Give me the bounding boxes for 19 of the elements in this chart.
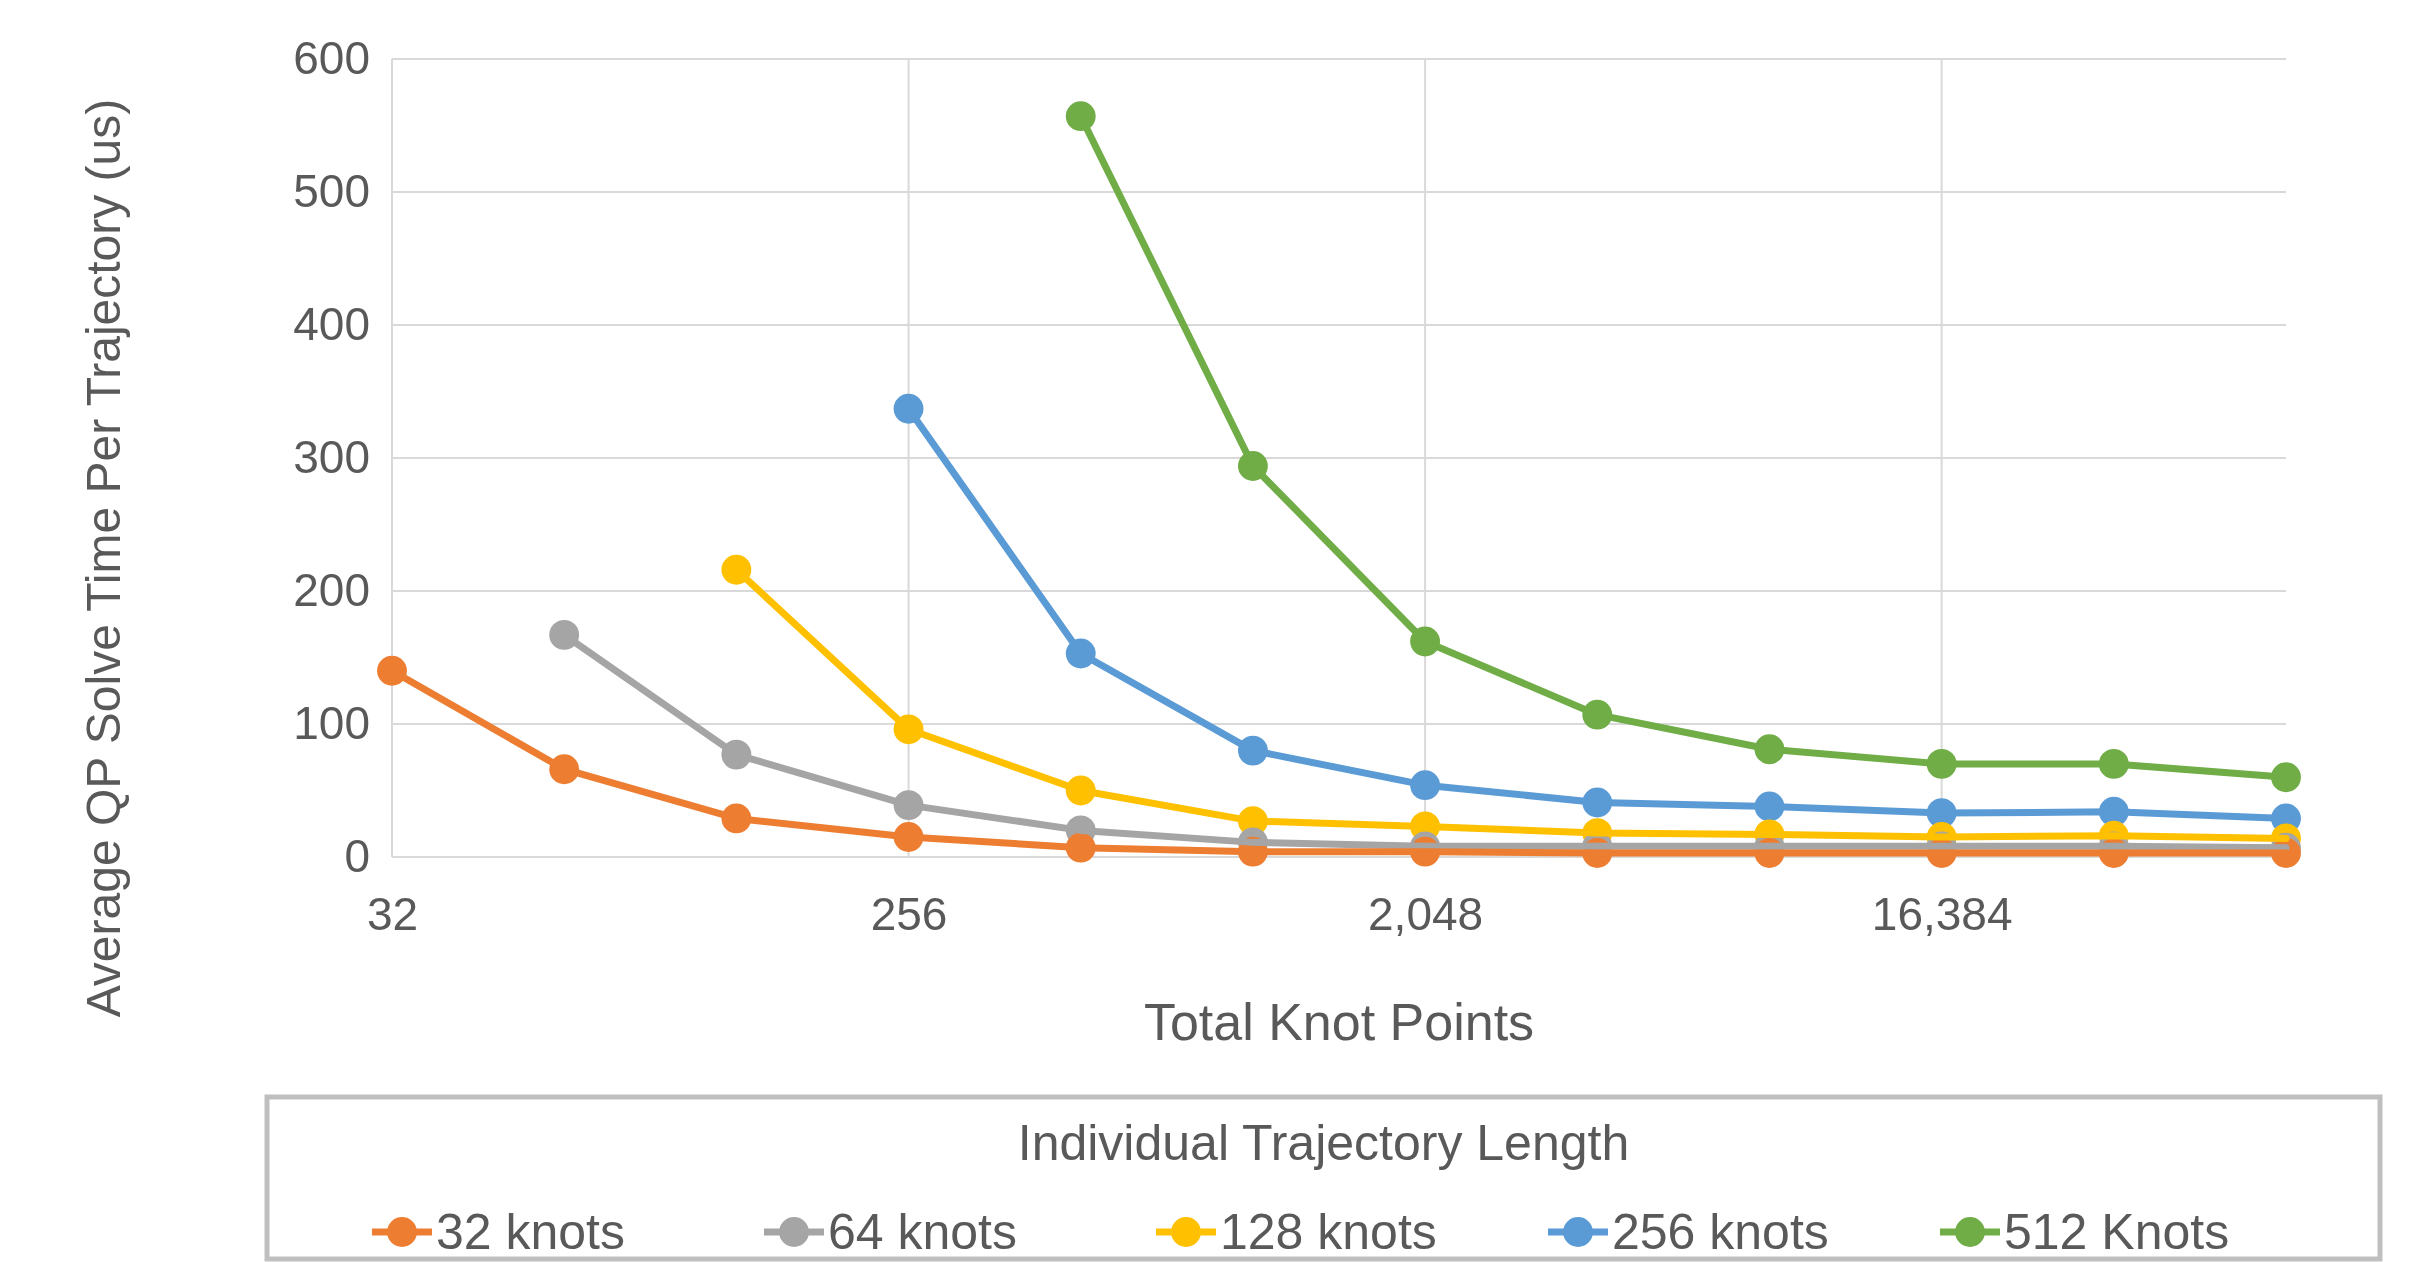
- legend-label: 64 knots: [828, 1204, 1018, 1260]
- legend-title: Individual Trajectory Length: [1017, 1115, 1630, 1171]
- y-tick-label: 100: [293, 697, 370, 750]
- x-tick-label: 16,384: [1871, 887, 2013, 940]
- y-tick-label: 500: [293, 165, 370, 218]
- y-tick-label: 400: [293, 298, 370, 351]
- legend-label: 128 knots: [1220, 1204, 1437, 1260]
- y-tick-label: 600: [293, 32, 370, 85]
- x-tick-label: 256: [870, 887, 948, 940]
- x-axis-title: Total Knot Points: [1143, 993, 1535, 1051]
- y-axis-title: Average QP Solve Time Per Trajectory (us): [77, 98, 130, 1018]
- legend-label: 512 Knots: [2004, 1204, 2230, 1260]
- x-tick-label: 32: [366, 887, 419, 940]
- legend-label: 32 knots: [436, 1204, 626, 1260]
- x-tick-label: 2,048: [1368, 887, 1484, 940]
- y-tick-label: 0: [344, 830, 370, 883]
- y-tick-label: 200: [293, 564, 370, 617]
- y-tick-label: 300: [293, 431, 370, 484]
- legend-label: 256 knots: [1612, 1204, 1829, 1260]
